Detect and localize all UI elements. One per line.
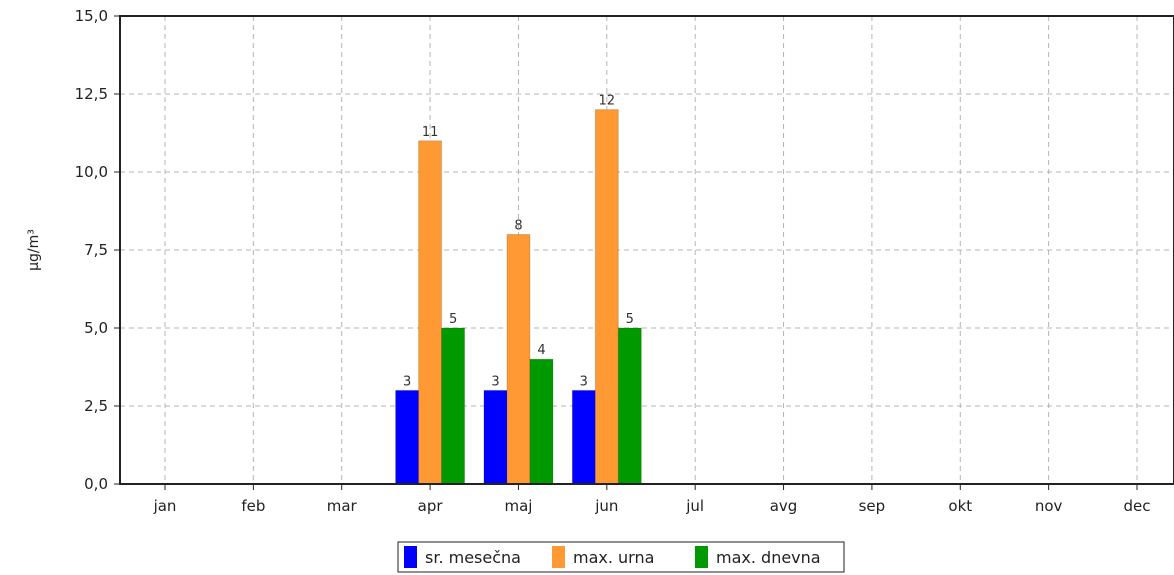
bar-data-label: 4	[537, 343, 545, 358]
y-tick-label: 12,5	[75, 85, 108, 103]
y-tick-label: 2,5	[84, 397, 108, 415]
x-tick-label: sep	[859, 497, 886, 515]
bar	[506, 233, 531, 485]
x-axis-ticks: jan feb mar apr maj jun jul avg sep okt nov dec	[153, 484, 1151, 515]
bar-data-label: 5	[626, 312, 634, 327]
bars	[395, 109, 642, 485]
y-tick-label: 7,5	[84, 241, 108, 259]
legend-box	[397, 541, 845, 573]
legend-swatch	[695, 546, 708, 568]
bar	[571, 389, 596, 485]
legend-entry-label: max. dnevna	[716, 548, 821, 567]
bar	[418, 140, 443, 485]
bar	[529, 358, 554, 485]
legend-entry-label: max. urna	[573, 548, 654, 567]
bar-data-label: 3	[580, 374, 588, 389]
bar	[617, 327, 642, 485]
grid-lines	[120, 16, 1174, 484]
data-labels: 3 3 3 11 8 12 5 4 5	[403, 94, 634, 390]
x-tick-label: mar	[327, 497, 358, 515]
bar-data-label: 12	[599, 94, 616, 109]
x-tick-label: dec	[1124, 497, 1151, 515]
bar-data-label: 5	[449, 312, 457, 327]
bar-data-label: 3	[403, 374, 411, 389]
y-tick-label: 0,0	[84, 475, 108, 493]
bar	[594, 109, 619, 485]
y-tick-label: 5,0	[84, 319, 108, 337]
legend-swatch	[552, 546, 565, 568]
x-tick-label: apr	[418, 497, 444, 515]
legend-entry-label: sr. mesečna	[425, 548, 521, 567]
bar-data-label: 11	[422, 125, 439, 140]
x-tick-label: jan	[153, 497, 177, 515]
bar	[395, 389, 420, 485]
bar-data-label: 8	[514, 218, 522, 233]
bar-data-label: 3	[491, 374, 499, 389]
x-tick-label: okt	[948, 497, 972, 515]
x-tick-label: maj	[504, 497, 532, 515]
legend: sr. mesečna max. urna max. dnevna	[397, 541, 845, 573]
y-axis-label: μg/m³	[26, 229, 42, 271]
x-tick-label: nov	[1035, 497, 1063, 515]
y-tick-label: 15,0	[75, 7, 108, 25]
y-tick-label: 10,0	[75, 163, 108, 181]
legend-swatch	[404, 546, 417, 568]
bar	[441, 327, 466, 485]
y-axis-ticks: 0,0 2,5 5,0 7,5 10,0 12,5 15,0	[75, 7, 120, 493]
x-tick-label: jul	[685, 497, 704, 515]
bar	[483, 389, 508, 485]
x-tick-label: jun	[594, 497, 618, 515]
x-tick-label: avg	[770, 497, 798, 515]
x-tick-label: feb	[241, 497, 265, 515]
